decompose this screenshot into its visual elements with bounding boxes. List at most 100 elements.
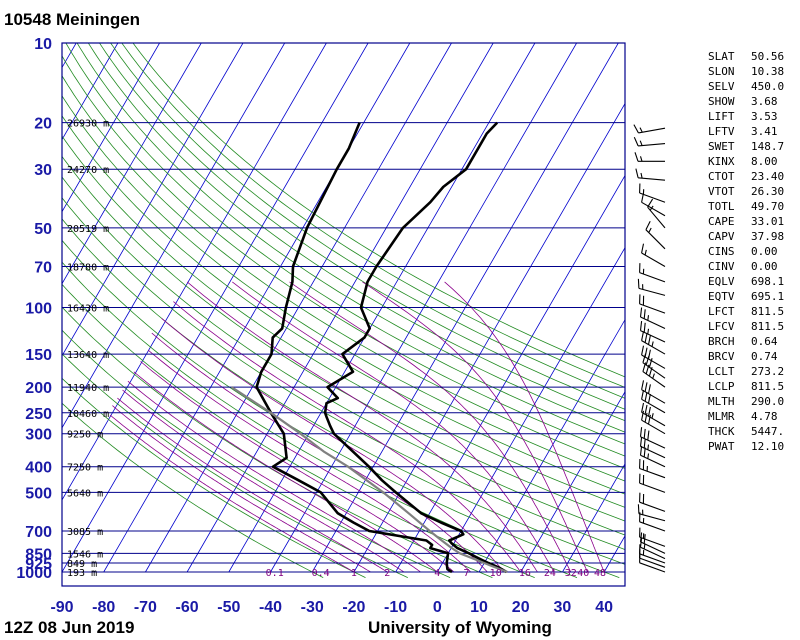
- index-row: SWET 148.7: [708, 139, 784, 154]
- height-label: 24270 m: [67, 165, 109, 176]
- temperature-tick-label: -30: [301, 599, 324, 616]
- dry-adiabat-line: [62, 353, 408, 578]
- index-key: SLON: [708, 65, 735, 78]
- index-key: PWAT: [708, 440, 735, 453]
- index-value: 4.78: [751, 410, 778, 423]
- moist-adiabat-line: [127, 380, 421, 573]
- dry-adiabat-line: [62, 155, 625, 522]
- wind-barb: [633, 136, 666, 147]
- dry-adiabat-line: [110, 43, 625, 399]
- mixing-ratio-label: 7: [463, 568, 469, 579]
- dewpoint-profile-line: [255, 122, 453, 574]
- pressure-axis-labels: 10 20 30 50 70 100 150 200 250 300 400 500 700 850925…: [16, 36, 52, 582]
- temperature-profile-line: [323, 121, 508, 574]
- wind-barb: [635, 168, 666, 181]
- dry-adiabat-lines: [62, 43, 625, 578]
- mixing-ratio-label: 2: [384, 568, 390, 579]
- wind-barb: [639, 458, 666, 479]
- isotherm-line: [562, 463, 625, 573]
- pressure-tick-label: 925: [25, 556, 52, 573]
- index-row: SLON 10.38: [708, 64, 784, 79]
- temperature-tick-label: -50: [217, 599, 240, 616]
- moist-adiabat-line: [112, 405, 371, 573]
- index-key: CINV: [708, 260, 735, 273]
- profile-series: [230, 121, 508, 574]
- index-row: LCLT 273.2: [708, 364, 784, 379]
- index-row: LCLP 811.5: [708, 379, 784, 394]
- pressure-tick-label: 1000: [16, 565, 52, 582]
- index-key: LCLT: [708, 365, 735, 378]
- mixing-ratio-label: 16: [519, 568, 531, 579]
- index-value: 5447.: [751, 425, 785, 438]
- index-row: BRCV 0.74: [708, 349, 784, 364]
- index-key: CAPV: [708, 230, 735, 243]
- plot-frame: [61, 42, 626, 587]
- dry-adiabat-line: [87, 43, 625, 422]
- dry-adiabat-line: [62, 55, 625, 457]
- wind-barb: [639, 527, 666, 547]
- index-key: LIFT: [708, 110, 735, 123]
- index-value: 0.00: [751, 260, 778, 273]
- index-row: CINS 0.00: [708, 244, 784, 259]
- height-label: 20519 m: [67, 224, 109, 235]
- wind-barb: [639, 321, 666, 343]
- pressure-tick-label: 10: [34, 36, 52, 53]
- index-row: CAPE 33.01: [708, 214, 784, 229]
- dry-adiabat-line: [62, 95, 625, 482]
- pressure-tick-label: 20: [34, 116, 52, 133]
- pressure-tick-label: 700: [25, 524, 52, 541]
- moist-adiabat-line: [133, 371, 438, 573]
- mixing-ratio-label: 32: [565, 568, 577, 579]
- isotherm-line: [62, 43, 202, 285]
- temperature-tick-label: -80: [92, 599, 115, 616]
- index-value: 23.40: [751, 170, 785, 183]
- index-value: 3.53: [751, 110, 778, 123]
- wind-barb: [639, 436, 666, 459]
- index-value: 0.64: [751, 335, 778, 348]
- index-key: EQTV: [708, 290, 735, 303]
- index-key: MLTH: [708, 395, 735, 408]
- pressure-tick-label: 250: [25, 406, 52, 423]
- pressure-tick-label: 100: [25, 301, 52, 318]
- index-row: THCK 5447.: [708, 424, 784, 439]
- mixing-ratio-label: 0.1: [266, 568, 284, 579]
- pressure-tick-label: 70: [34, 260, 52, 277]
- mixing-ratio-label: 24: [544, 568, 556, 579]
- height-label: 3085 m: [67, 527, 103, 538]
- index-key: THCK: [708, 425, 735, 438]
- footer-time: 12Z 08 Jun 2019: [4, 618, 134, 637]
- dry-adiabat-line: [62, 135, 625, 508]
- index-value: 811.5: [751, 380, 785, 393]
- pressure-tick-label: 400: [25, 460, 52, 477]
- isotherm-line: [478, 318, 625, 573]
- wind-barb: [639, 492, 666, 512]
- index-value: 148.7: [751, 140, 785, 153]
- index-key: SHOW: [708, 95, 735, 108]
- index-row: TOTL 49.70: [708, 199, 784, 214]
- index-value: 50.56: [751, 50, 785, 63]
- index-key: CTOT: [708, 170, 735, 183]
- dry-adiabat-line: [121, 43, 625, 388]
- index-value: 450.0: [751, 80, 785, 93]
- wind-barb: [647, 198, 666, 229]
- moist-adiabat-line: [122, 389, 405, 573]
- index-value: 37.98: [751, 230, 785, 243]
- stability-indices-panel: SLAT 50.56 SLON 10.38 SELV 450.0 SHOW 3.68 LIFT 3…: [708, 49, 784, 454]
- index-row: CINV 0.00: [708, 259, 784, 274]
- wind-barb: [641, 192, 666, 217]
- parcel-profile-line: [230, 386, 508, 574]
- dry-adiabat-line: [62, 75, 625, 469]
- height-label: 5640 m: [67, 488, 103, 499]
- wind-barb: [639, 183, 666, 203]
- moist-adiabat-line: [147, 349, 471, 573]
- temperature-tick-label: -60: [176, 599, 199, 616]
- wind-barb: [639, 544, 666, 564]
- mixing-ratio-label: 1: [351, 568, 357, 579]
- wind-barb: [639, 263, 666, 283]
- wind-barb: [639, 427, 666, 449]
- index-value: 698.1: [751, 275, 785, 288]
- index-row: EQTV 695.1: [708, 289, 784, 304]
- height-label: 10460 m: [67, 409, 109, 420]
- dry-adiabat-line: [62, 402, 324, 578]
